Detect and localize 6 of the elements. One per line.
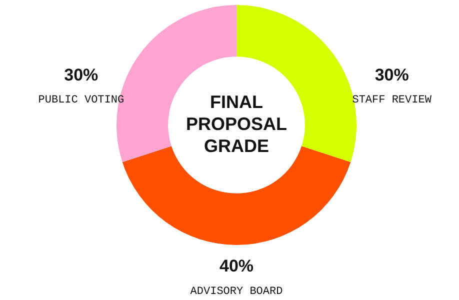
data-label: 30% bbox=[64, 65, 98, 84]
slice-label: ADVISORY BOARD bbox=[190, 286, 284, 298]
text: FINAL PROPOSAL GRADE bbox=[186, 92, 288, 156]
data-label: 30% bbox=[374, 65, 409, 84]
data-label: 40% bbox=[219, 256, 254, 276]
slice-label: PUBLIC VOTING bbox=[38, 94, 124, 107]
